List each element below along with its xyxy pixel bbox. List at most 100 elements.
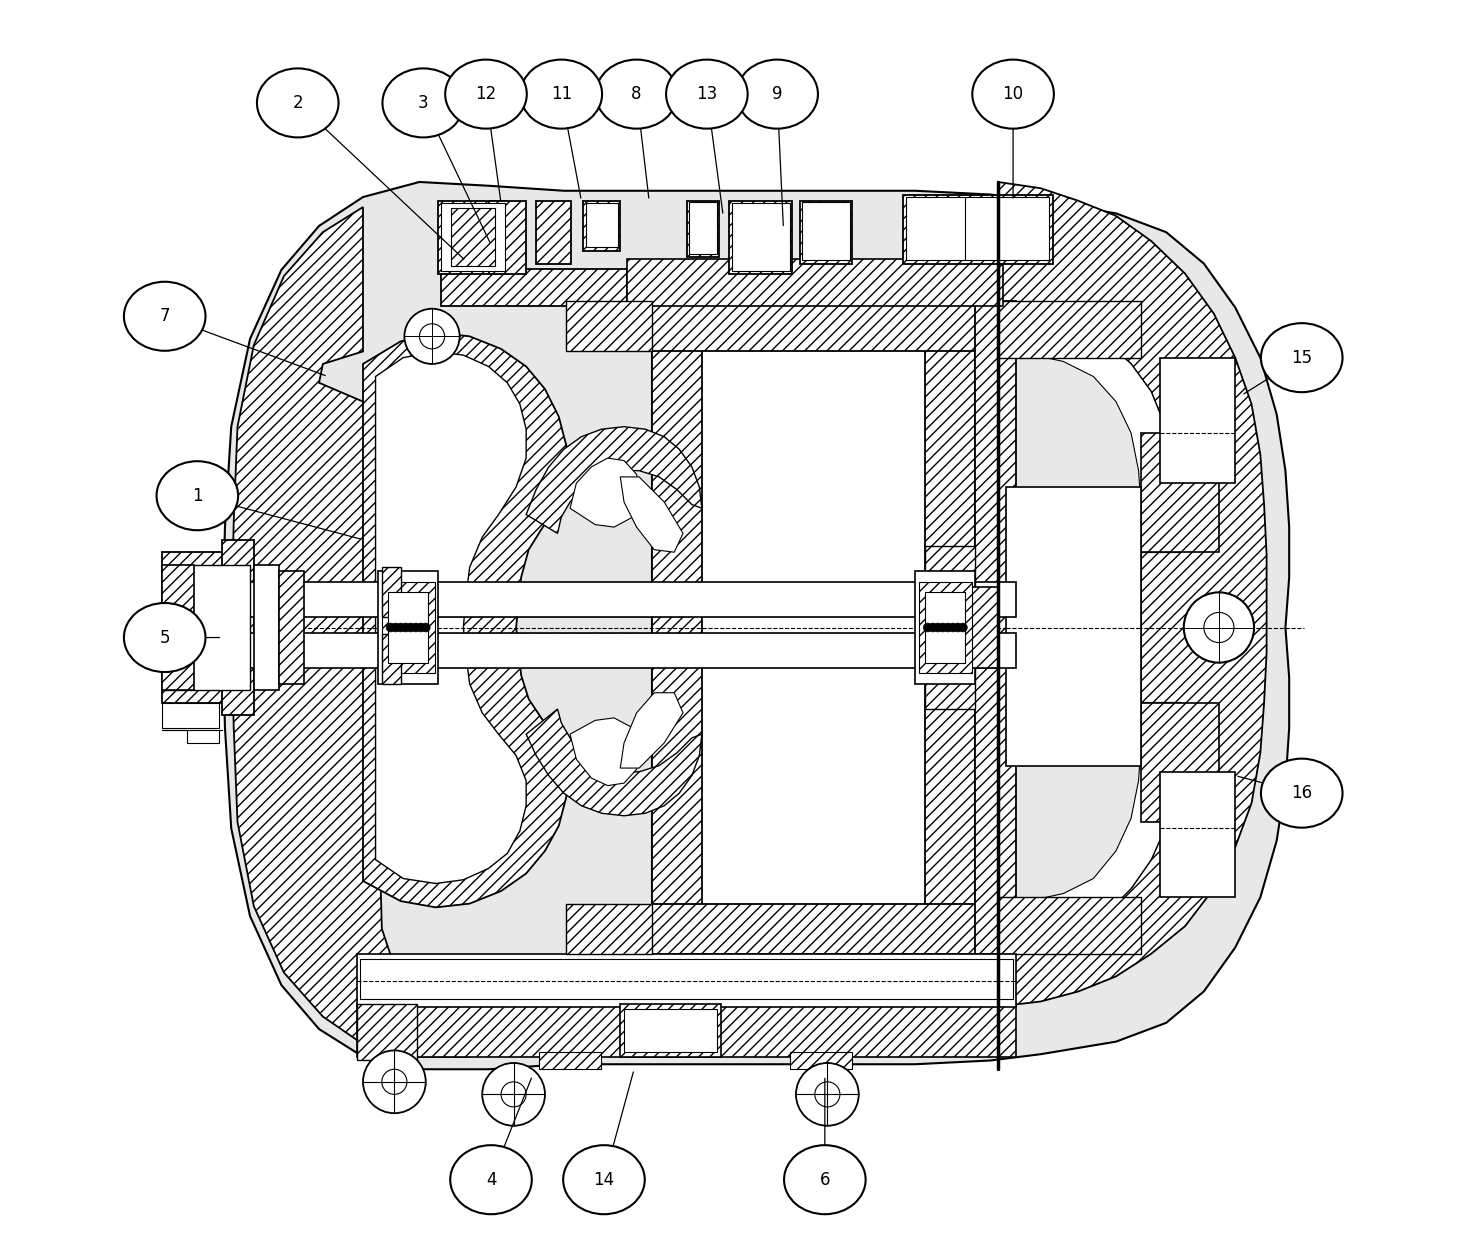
Bar xyxy=(379,571,438,684)
Ellipse shape xyxy=(157,461,238,530)
Bar xyxy=(652,301,978,954)
Bar xyxy=(387,592,429,663)
Circle shape xyxy=(386,622,395,633)
Bar xyxy=(441,203,504,271)
Bar xyxy=(254,565,280,690)
Bar xyxy=(583,201,620,251)
Bar xyxy=(361,959,1013,999)
Circle shape xyxy=(422,622,430,633)
Ellipse shape xyxy=(521,59,602,129)
Ellipse shape xyxy=(124,602,206,673)
Bar xyxy=(1142,703,1219,822)
Bar xyxy=(976,301,1016,954)
Bar xyxy=(538,1052,602,1069)
Ellipse shape xyxy=(1262,758,1343,828)
Ellipse shape xyxy=(666,59,748,129)
Bar xyxy=(732,203,790,271)
Ellipse shape xyxy=(737,59,818,129)
Ellipse shape xyxy=(383,68,464,137)
Circle shape xyxy=(958,622,967,633)
Bar xyxy=(667,320,964,935)
Bar xyxy=(802,202,850,260)
Circle shape xyxy=(923,622,932,633)
Text: 6: 6 xyxy=(819,1171,830,1188)
Circle shape xyxy=(501,1082,527,1107)
Ellipse shape xyxy=(124,281,206,350)
Polygon shape xyxy=(527,709,703,816)
Text: 11: 11 xyxy=(550,85,572,103)
Bar xyxy=(438,201,507,274)
Text: 9: 9 xyxy=(772,85,782,103)
Bar xyxy=(918,582,972,673)
Bar xyxy=(1006,487,1142,766)
Polygon shape xyxy=(222,182,1290,1069)
Bar xyxy=(800,201,852,264)
Bar xyxy=(998,301,1142,358)
Circle shape xyxy=(420,324,445,349)
Bar xyxy=(624,1009,717,1052)
Text: 7: 7 xyxy=(160,307,170,325)
Polygon shape xyxy=(376,351,527,884)
Bar xyxy=(586,203,618,247)
Text: 8: 8 xyxy=(632,85,642,103)
Text: 12: 12 xyxy=(475,85,497,103)
Bar xyxy=(729,201,793,274)
Bar xyxy=(652,301,703,954)
Circle shape xyxy=(416,622,424,633)
Circle shape xyxy=(948,622,957,633)
Ellipse shape xyxy=(1262,323,1343,393)
Circle shape xyxy=(401,622,410,633)
Bar xyxy=(1142,433,1219,552)
Circle shape xyxy=(382,1069,407,1094)
Circle shape xyxy=(1204,612,1233,643)
Circle shape xyxy=(954,622,963,633)
Bar xyxy=(926,592,966,663)
Bar xyxy=(686,201,719,257)
Bar xyxy=(356,1004,1016,1057)
Bar xyxy=(689,202,717,254)
Ellipse shape xyxy=(445,59,527,129)
Circle shape xyxy=(482,1063,544,1126)
Ellipse shape xyxy=(257,68,339,137)
Bar xyxy=(163,633,1016,668)
Bar xyxy=(627,259,1003,306)
Bar xyxy=(356,1004,417,1060)
Circle shape xyxy=(1183,592,1254,663)
Circle shape xyxy=(362,1050,426,1113)
Bar xyxy=(356,954,1016,1007)
Bar xyxy=(164,565,250,690)
Bar xyxy=(652,904,978,954)
Bar xyxy=(222,540,254,715)
Text: 13: 13 xyxy=(697,85,717,103)
Polygon shape xyxy=(569,458,642,527)
Circle shape xyxy=(411,622,420,633)
Text: 1: 1 xyxy=(192,487,203,505)
Circle shape xyxy=(396,622,405,633)
Text: 16: 16 xyxy=(1291,784,1312,802)
Bar xyxy=(163,565,194,690)
Circle shape xyxy=(933,622,942,633)
Bar xyxy=(280,571,305,684)
Polygon shape xyxy=(998,301,1180,552)
Bar xyxy=(382,567,401,617)
Polygon shape xyxy=(527,427,703,533)
Polygon shape xyxy=(231,207,470,1057)
Circle shape xyxy=(938,622,947,633)
Circle shape xyxy=(929,622,938,633)
Ellipse shape xyxy=(563,1145,645,1215)
Polygon shape xyxy=(998,182,1266,1007)
Polygon shape xyxy=(362,333,566,907)
Bar xyxy=(382,582,435,673)
Circle shape xyxy=(392,622,399,633)
Bar xyxy=(566,301,652,351)
Circle shape xyxy=(796,1063,859,1126)
Text: 5: 5 xyxy=(160,629,170,646)
Text: 15: 15 xyxy=(1291,349,1312,366)
Bar xyxy=(926,301,976,954)
Bar xyxy=(382,634,401,684)
Bar xyxy=(907,197,1050,260)
Bar xyxy=(926,546,976,709)
Polygon shape xyxy=(620,693,683,768)
Circle shape xyxy=(944,622,952,633)
Bar xyxy=(998,897,1142,954)
